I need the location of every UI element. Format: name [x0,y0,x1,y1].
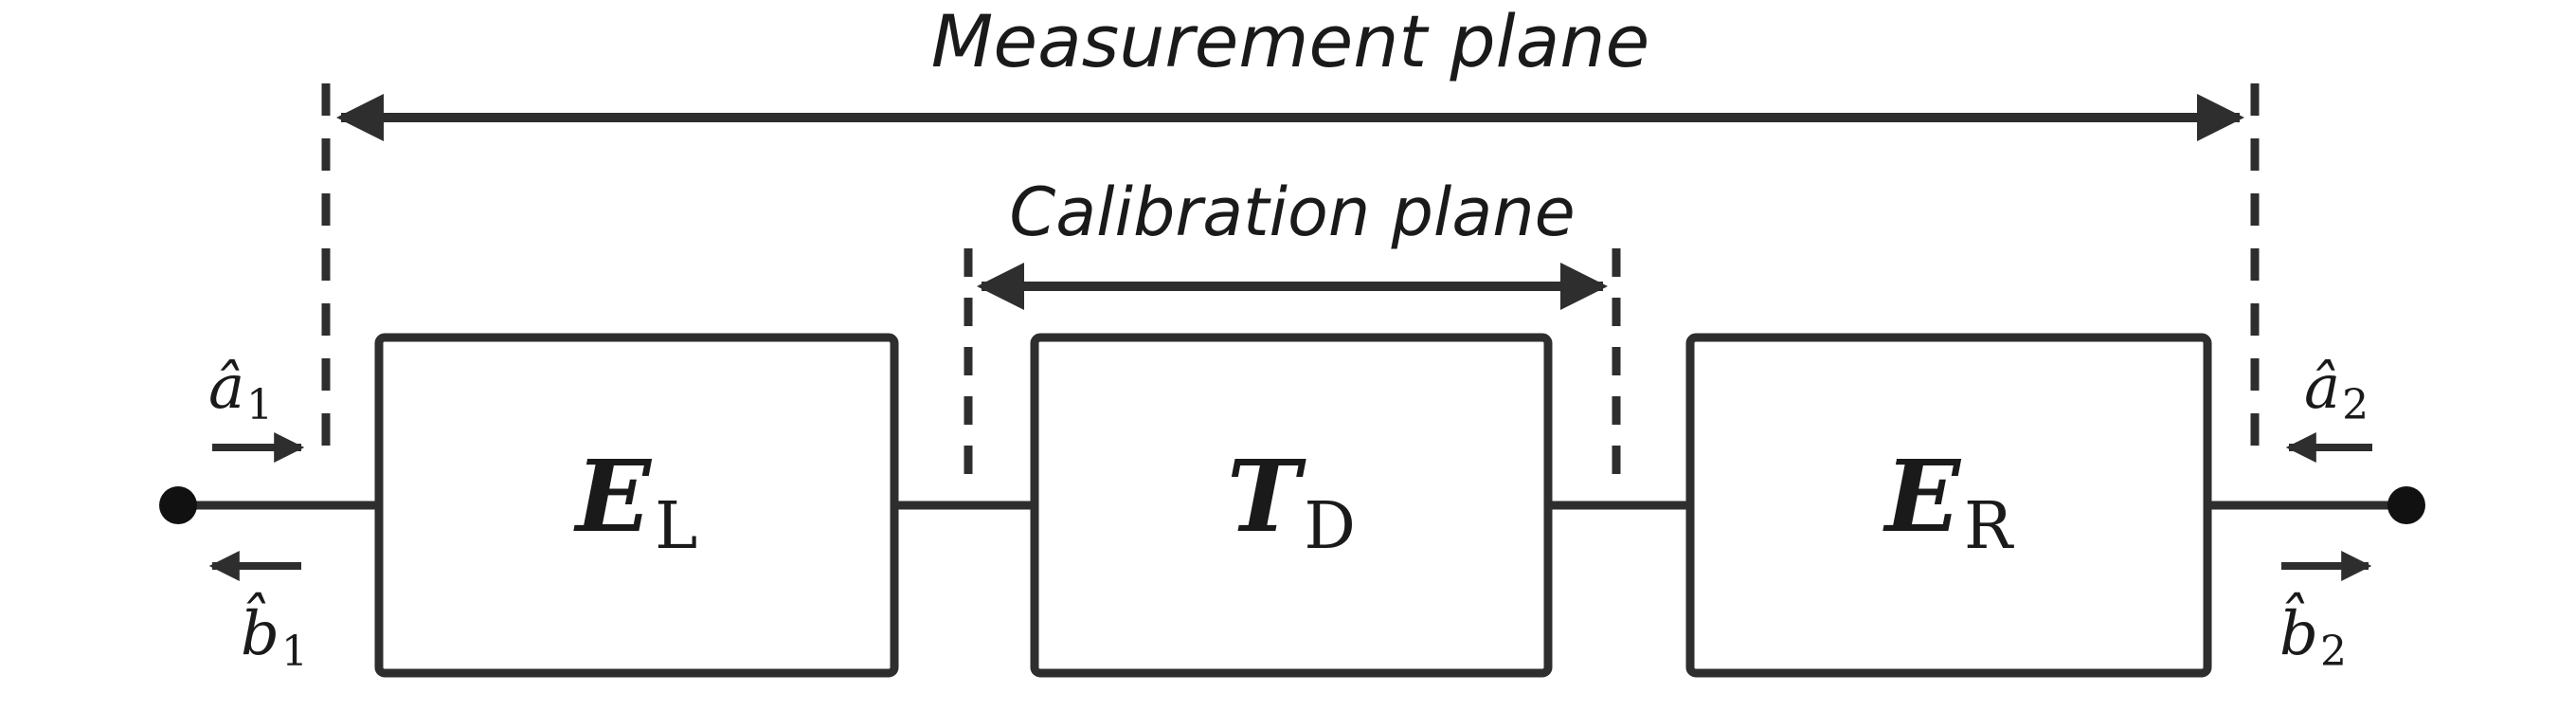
error-box-right-symbol: E [1882,438,1962,555]
wave-b2-label: b̂2 [2279,592,2347,676]
wave-a2-subscript: 2 [2342,381,2369,429]
wave-a1-symbol: â [208,353,244,423]
wave-b2-subscript: 2 [2320,628,2347,676]
error-box-left [374,333,899,678]
wave-a2-symbol: â [2304,353,2340,423]
wave-a1-subscript: 1 [246,381,273,429]
wave-b1-symbol: b̂ [241,592,279,669]
error-box-right-subscript: R [1964,489,2014,564]
wave-a1-label: â1 [208,353,273,429]
port1-terminal [159,486,197,524]
wave-b1-subscript: 1 [281,628,308,676]
wave-b2-symbol: b̂ [2279,592,2318,669]
error-box-right [1685,333,2212,678]
error-box-left-subscript: L [655,489,697,564]
dut-box-label: TD [1227,438,1356,564]
error-box-left-label: EL [573,438,697,564]
measurement-plane-label: Measurement plane [931,0,1649,83]
port2-terminal [2387,486,2425,524]
wave-a2-label: â2 [2304,353,2369,429]
error-box-right-label: ER [1882,438,2014,564]
error-box-left-symbol: E [573,438,653,555]
calibration-plane-label: Calibration plane [1009,173,1575,251]
dut-box [1030,333,1553,678]
wave-b1-label: b̂1 [241,592,308,676]
dut-box-symbol: T [1227,438,1306,555]
dut-box-subscript: D [1304,489,1356,564]
